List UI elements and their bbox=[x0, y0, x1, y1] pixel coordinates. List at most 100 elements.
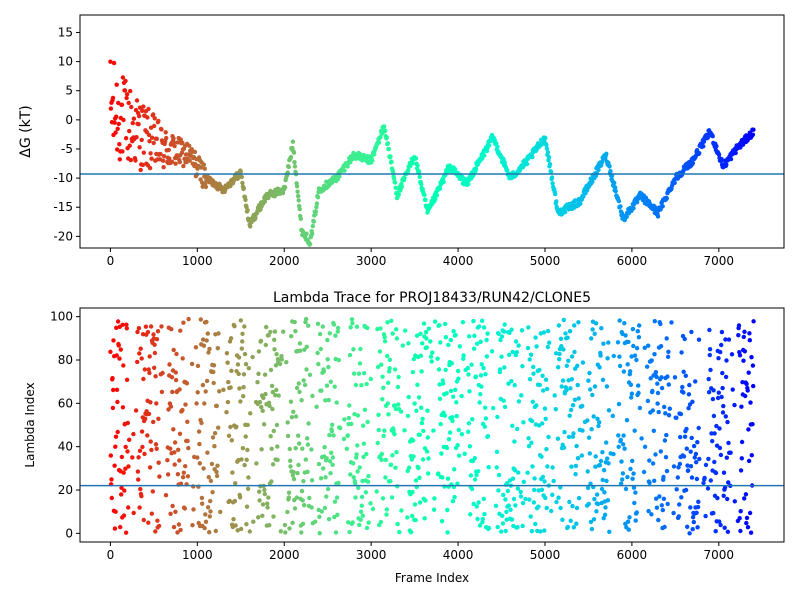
data-point bbox=[410, 161, 415, 166]
data-point bbox=[587, 370, 592, 376]
data-point bbox=[151, 112, 156, 117]
data-point bbox=[744, 515, 750, 521]
data-point bbox=[597, 463, 603, 468]
data-point bbox=[289, 415, 295, 420]
data-point bbox=[706, 376, 711, 382]
data-point bbox=[376, 140, 382, 145]
data-point bbox=[599, 326, 604, 331]
data-point bbox=[424, 345, 429, 350]
data-point bbox=[232, 324, 237, 329]
data-point bbox=[205, 331, 210, 336]
data-point bbox=[686, 468, 691, 473]
data-point bbox=[526, 444, 532, 449]
data-point bbox=[258, 338, 264, 344]
data-point bbox=[181, 163, 186, 169]
data-point bbox=[653, 370, 659, 375]
data-point bbox=[561, 445, 567, 450]
data-point bbox=[537, 382, 542, 388]
data-point bbox=[475, 341, 480, 346]
data-point bbox=[134, 135, 139, 140]
data-point bbox=[210, 435, 216, 440]
data-point bbox=[199, 165, 204, 170]
data-point bbox=[161, 165, 166, 170]
data-point bbox=[499, 334, 505, 339]
data-point bbox=[353, 481, 358, 486]
data-point bbox=[135, 359, 140, 365]
data-point bbox=[202, 166, 207, 171]
data-point bbox=[714, 423, 719, 429]
data-point bbox=[562, 429, 567, 435]
data-point bbox=[268, 434, 273, 439]
data-point bbox=[416, 465, 421, 471]
data-point bbox=[445, 507, 450, 513]
data-point bbox=[291, 409, 296, 414]
data-point bbox=[566, 434, 572, 440]
data-point bbox=[262, 199, 267, 204]
data-point bbox=[241, 372, 247, 377]
data-point bbox=[593, 464, 598, 469]
data-point bbox=[307, 241, 313, 247]
data-point bbox=[715, 495, 720, 501]
data-point bbox=[569, 354, 575, 359]
data-point bbox=[719, 329, 725, 335]
data-point bbox=[708, 367, 713, 373]
data-point bbox=[171, 140, 177, 145]
data-point bbox=[336, 480, 341, 486]
data-point bbox=[411, 356, 417, 362]
data-point bbox=[187, 158, 192, 163]
data-point bbox=[467, 334, 472, 339]
data-point bbox=[748, 400, 753, 405]
data-point bbox=[724, 455, 729, 460]
data-point bbox=[353, 382, 359, 388]
data-point bbox=[197, 461, 202, 466]
data-point bbox=[253, 215, 258, 220]
data-point bbox=[113, 434, 119, 439]
data-point bbox=[392, 180, 398, 185]
data-point bbox=[194, 401, 199, 406]
data-point bbox=[646, 343, 651, 348]
data-point bbox=[110, 376, 115, 381]
data-point bbox=[519, 328, 525, 333]
data-point bbox=[742, 349, 748, 354]
data-point bbox=[133, 408, 139, 413]
data-point bbox=[613, 185, 618, 190]
data-point bbox=[618, 437, 623, 443]
data-point bbox=[171, 427, 176, 432]
data-point bbox=[549, 508, 554, 514]
data-point bbox=[414, 408, 419, 413]
data-point bbox=[502, 365, 507, 370]
data-point bbox=[530, 155, 535, 160]
data-point bbox=[202, 401, 207, 406]
data-point bbox=[545, 150, 551, 155]
data-point bbox=[109, 477, 114, 482]
data-point bbox=[392, 367, 398, 372]
data-point bbox=[159, 389, 165, 395]
data-point bbox=[228, 336, 234, 341]
data-point bbox=[693, 451, 699, 457]
data-point bbox=[747, 510, 753, 516]
data-point bbox=[316, 361, 321, 367]
data-point bbox=[516, 343, 521, 348]
data-point bbox=[302, 347, 307, 352]
data-point bbox=[390, 169, 396, 175]
data-point bbox=[515, 525, 520, 530]
data-point bbox=[147, 465, 153, 470]
data-point bbox=[150, 489, 155, 494]
data-point bbox=[543, 495, 548, 501]
data-point bbox=[544, 505, 549, 511]
data-point bbox=[592, 496, 597, 502]
data-point bbox=[303, 457, 308, 462]
data-point bbox=[390, 453, 395, 458]
data-point bbox=[361, 441, 367, 446]
data-point bbox=[271, 428, 276, 434]
data-point bbox=[126, 464, 131, 469]
data-point bbox=[250, 354, 255, 360]
data-point bbox=[751, 319, 756, 324]
data-point bbox=[213, 528, 218, 534]
data-point bbox=[472, 456, 477, 461]
data-point bbox=[544, 142, 549, 148]
data-point bbox=[168, 404, 174, 409]
data-point bbox=[452, 494, 457, 500]
data-point bbox=[145, 115, 150, 120]
data-point bbox=[301, 479, 306, 484]
